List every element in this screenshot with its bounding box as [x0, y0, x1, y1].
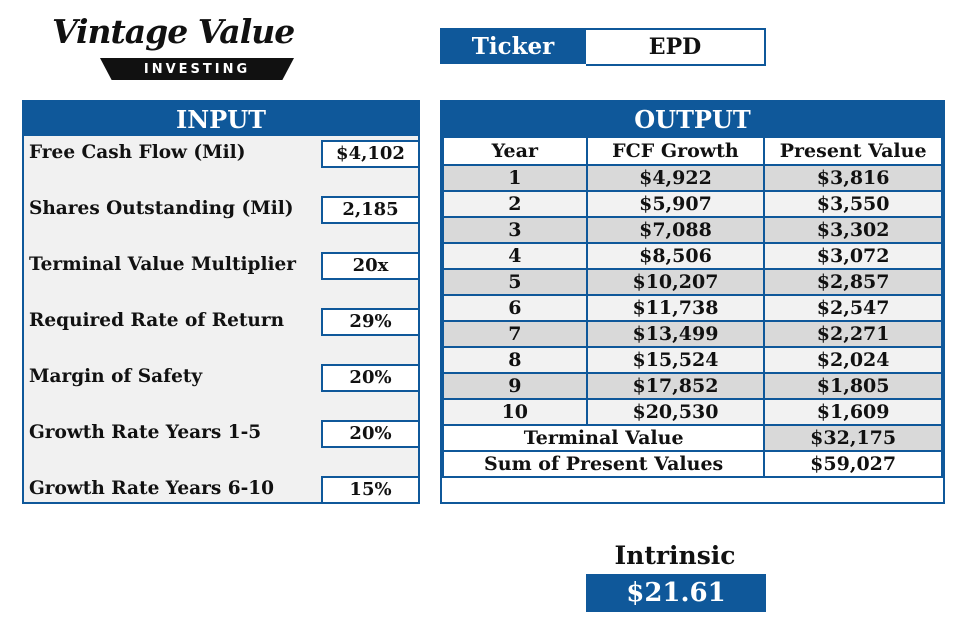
logo-investing-bar: INVESTING — [100, 58, 294, 80]
year-cell: 1 — [442, 164, 588, 192]
input-panel: INPUT Free Cash Flow (Mil) $4,102 Shares… — [22, 100, 420, 504]
terminal-value-cell: $32,175 — [763, 424, 943, 452]
input-row-terminal-multiplier: Terminal Value Multiplier 20x — [24, 251, 420, 280]
pv-cell: $2,547 — [763, 294, 943, 322]
input-row-shares-outstanding: Shares Outstanding (Mil) 2,185 — [24, 195, 420, 224]
table-row: 1 $4,922 $3,816 — [442, 164, 943, 192]
fcf-cell: $4,922 — [585, 164, 766, 192]
year-cell: 2 — [442, 190, 588, 218]
table-row: 9 $17,852 $1,805 — [442, 372, 943, 400]
fcf-cell: $17,852 — [585, 372, 766, 400]
table-row: 8 $15,524 $2,024 — [442, 346, 943, 374]
logo-script-text: Vintage Value — [52, 12, 295, 51]
fcf-cell: $13,499 — [585, 320, 766, 348]
ticker-input[interactable]: EPD — [586, 28, 766, 66]
table-row: 3 $7,088 $3,302 — [442, 216, 943, 244]
growth-rate-1-5-field[interactable]: 20% — [321, 420, 420, 448]
year-cell: 6 — [442, 294, 588, 322]
terminal-multiplier-field[interactable]: 20x — [321, 252, 420, 280]
year-cell: 5 — [442, 268, 588, 296]
input-row-growth-6-10: Growth Rate Years 6-10 15% — [24, 475, 420, 504]
header-year: Year — [442, 136, 588, 166]
fcf-cell: $20,530 — [585, 398, 766, 426]
pv-cell: $3,816 — [763, 164, 943, 192]
intrinsic-value-result: $21.61 — [586, 574, 766, 612]
sum-present-values-row: Sum of Present Values $59,027 — [441, 450, 943, 478]
table-row: 10 $20,530 $1,609 — [442, 398, 943, 426]
year-cell: 10 — [442, 398, 588, 426]
ticker-label: Ticker — [440, 28, 586, 64]
pv-cell: $3,302 — [763, 216, 943, 244]
input-panel-title: INPUT — [24, 102, 418, 136]
header-fcf-growth: FCF Growth — [585, 136, 766, 166]
growth-rate-6-10-field[interactable]: 15% — [321, 476, 420, 504]
input-row-free-cash-flow: Free Cash Flow (Mil) $4,102 — [24, 139, 420, 168]
pv-cell: $2,024 — [763, 346, 943, 374]
sum-present-values-label: Sum of Present Values — [441, 450, 766, 478]
pv-cell: $2,271 — [763, 320, 943, 348]
input-label: Growth Rate Years 1-5 — [29, 422, 262, 443]
pv-cell: $3,072 — [763, 242, 943, 270]
table-row: 7 $13,499 $2,271 — [442, 320, 943, 348]
input-label: Margin of Safety — [29, 366, 203, 387]
input-row-growth-1-5: Growth Rate Years 1-5 20% — [24, 419, 420, 448]
pv-cell: $1,609 — [763, 398, 943, 426]
input-row-margin-of-safety: Margin of Safety 20% — [24, 363, 420, 392]
input-label: Required Rate of Return — [29, 310, 285, 331]
fcf-cell: $10,207 — [585, 268, 766, 296]
fcf-cell: $11,738 — [585, 294, 766, 322]
input-label: Growth Rate Years 6-10 — [29, 478, 275, 499]
margin-of-safety-field[interactable]: 20% — [321, 364, 420, 392]
terminal-value-label: Terminal Value — [441, 424, 766, 452]
pv-cell: $3,550 — [763, 190, 943, 218]
output-panel-title: OUTPUT — [442, 102, 943, 136]
year-cell: 3 — [442, 216, 588, 244]
fcf-cell: $7,088 — [585, 216, 766, 244]
year-cell: 8 — [442, 346, 588, 374]
table-header-row: Year FCF Growth Present Value — [442, 136, 943, 166]
header-present-value: Present Value — [763, 136, 943, 166]
input-row-required-return: Required Rate of Return 29% — [24, 307, 420, 336]
pv-cell: $2,857 — [763, 268, 943, 296]
fcf-cell: $15,524 — [585, 346, 766, 374]
output-panel: OUTPUT Year FCF Growth Present Value 1 $… — [440, 100, 945, 504]
terminal-value-row: Terminal Value $32,175 — [441, 424, 943, 452]
table-row: 5 $10,207 $2,857 — [442, 268, 943, 296]
fcf-cell: $8,506 — [585, 242, 766, 270]
shares-outstanding-field[interactable]: 2,185 — [321, 196, 420, 224]
pv-cell: $1,805 — [763, 372, 943, 400]
table-row: 4 $8,506 $3,072 — [442, 242, 943, 270]
year-cell: 7 — [442, 320, 588, 348]
free-cash-flow-field[interactable]: $4,102 — [321, 140, 420, 168]
input-label: Free Cash Flow (Mil) — [29, 142, 246, 163]
year-cell: 9 — [442, 372, 588, 400]
table-row: 6 $11,738 $2,547 — [442, 294, 943, 322]
sum-present-values-cell: $59,027 — [763, 450, 943, 478]
year-cell: 4 — [442, 242, 588, 270]
input-label: Shares Outstanding (Mil) — [29, 198, 294, 219]
output-table: Year FCF Growth Present Value 1 $4,922 $… — [441, 136, 943, 478]
table-row: 2 $5,907 $3,550 — [442, 190, 943, 218]
vintage-value-logo: Vintage Value INVESTING — [52, 12, 295, 82]
input-label: Terminal Value Multiplier — [29, 254, 297, 275]
fcf-cell: $5,907 — [585, 190, 766, 218]
required-return-field[interactable]: 29% — [321, 308, 420, 336]
